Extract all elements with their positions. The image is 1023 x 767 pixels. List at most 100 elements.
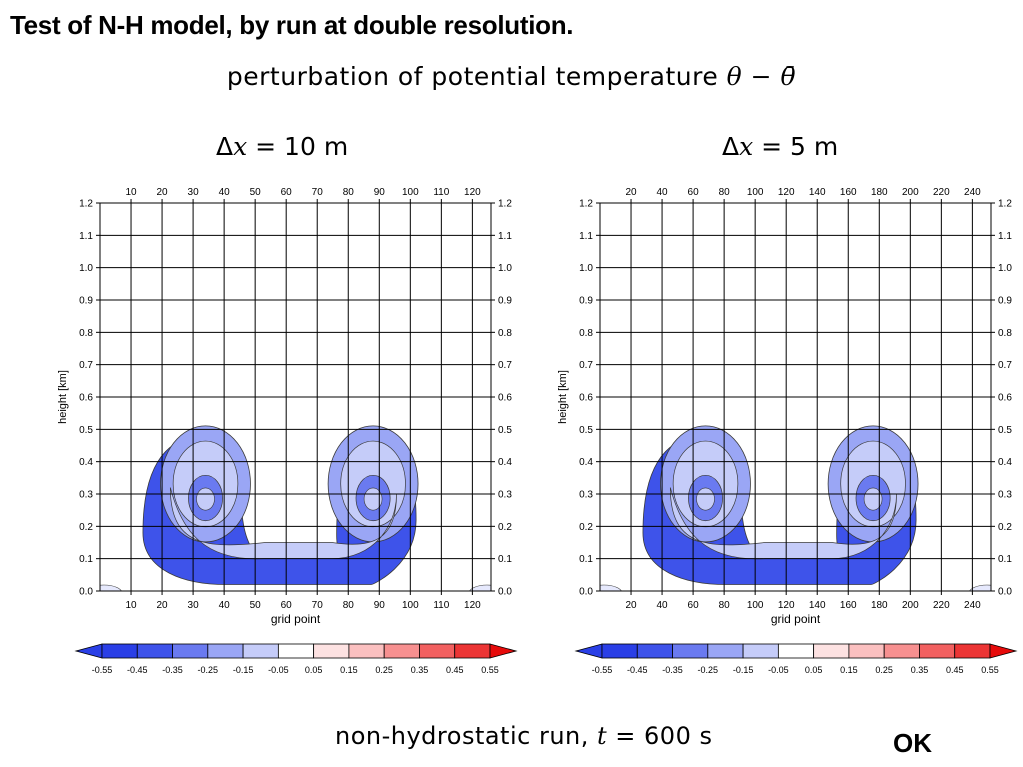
right-x-tick-label-bottom: 180 bbox=[871, 600, 888, 611]
left-y-tick-label-right: 1.2 bbox=[498, 199, 512, 210]
right-x-tick-label-bottom: 120 bbox=[778, 600, 795, 611]
left-x-tick-label-bottom: 10 bbox=[125, 600, 137, 611]
left-colorbar: -0.55 -0.45 -0.35 -0.25 -0.15 -0.05 0.05 0.15 0.… bbox=[74, 643, 518, 675]
left-colorbar-label: 0.55 bbox=[481, 665, 499, 675]
left-x-tick-label-top: 100 bbox=[402, 187, 419, 198]
left-y-tick-label-left: 0.0 bbox=[79, 587, 93, 598]
figure-title-math: θ − θ̄ bbox=[726, 62, 797, 91]
footer-rest: = 600 s bbox=[607, 722, 713, 750]
right-colorbar-box bbox=[636, 643, 673, 659]
right-y-tick-label-right: 0.0 bbox=[998, 587, 1012, 598]
right-y-tick-label-left: 0.4 bbox=[579, 457, 593, 468]
right-x-tick-label-top: 120 bbox=[778, 187, 795, 198]
left-x-tick-label-top: 90 bbox=[374, 187, 386, 198]
left-plot-title-rest: = 10 m bbox=[247, 132, 349, 161]
left-x-tick-label-bottom: 100 bbox=[402, 600, 419, 611]
figure-title: perturbation of potential temperature θ … bbox=[0, 62, 1023, 91]
left-y-tick-label-left: 0.7 bbox=[79, 360, 93, 371]
right-y-tick-label-right: 0.6 bbox=[998, 393, 1012, 404]
left-colorbar-box bbox=[454, 643, 491, 659]
left-y-tick-label-left: 0.2 bbox=[79, 522, 93, 533]
left-y-tick-label-right: 0.7 bbox=[498, 360, 512, 371]
verdict-label: OK bbox=[893, 728, 932, 758]
right-x-tick-label-top: 40 bbox=[657, 187, 669, 198]
left-y-tick-label-right: 0.0 bbox=[498, 587, 512, 598]
left-x-tick-label-top: 70 bbox=[312, 187, 324, 198]
left-x-tick-label-bottom: 120 bbox=[464, 600, 481, 611]
right-colorbar-label: 0.35 bbox=[911, 665, 929, 675]
right-y-tick-label-right: 1.2 bbox=[998, 199, 1012, 210]
right-colorbar-label: 0.25 bbox=[875, 665, 893, 675]
right-x-tick-label-bottom: 80 bbox=[719, 600, 731, 611]
left-x-tick-label-bottom: 70 bbox=[312, 600, 324, 611]
right-colorbar: -0.55 -0.45 -0.35 -0.25 -0.15 -0.05 0.05 0.15 0.… bbox=[574, 643, 1018, 675]
left-colorbar-label: 0.05 bbox=[305, 665, 323, 675]
right-y-tick-label-left: 0.7 bbox=[579, 360, 593, 371]
right-y-tick-label-right: 0.7 bbox=[998, 360, 1012, 371]
left-colorbar-label: 0.35 bbox=[411, 665, 429, 675]
left-colorbar-label: -0.45 bbox=[127, 665, 148, 675]
left-colorbar-label: 0.25 bbox=[375, 665, 393, 675]
right-colorbar-box bbox=[848, 643, 885, 659]
left-x-tick-label-top: 40 bbox=[219, 187, 231, 198]
left-x-tick-label-top: 110 bbox=[433, 187, 449, 198]
left-colorbar-label: -0.25 bbox=[198, 665, 219, 675]
right-y-tick-label-left: 0.5 bbox=[579, 425, 593, 436]
left-y-tick-label-left: 1.2 bbox=[79, 199, 93, 210]
left-plot-title: Δx = 10 m bbox=[216, 132, 348, 161]
right-corner-contour-left bbox=[600, 584, 622, 591]
right-y-tick-label-left: 1.0 bbox=[579, 263, 593, 274]
right-colorbar-label: 0.05 bbox=[805, 665, 823, 675]
right-y-tick-label-right: 0.8 bbox=[998, 328, 1012, 339]
left-plot-title-var: x bbox=[233, 132, 248, 161]
left-colorbar-box bbox=[101, 643, 138, 659]
right-colorbar-arrow-min bbox=[574, 643, 603, 659]
left-x-tick-label-bottom: 40 bbox=[219, 600, 231, 611]
right-x-tick-label-bottom: 140 bbox=[809, 600, 826, 611]
left-colorbar-box bbox=[136, 643, 173, 659]
left-colorbar-box bbox=[348, 643, 385, 659]
left-y-axis-label: height [km] bbox=[57, 370, 69, 424]
right-colorbar-label: 0.45 bbox=[946, 665, 964, 675]
left-x-tick-label-bottom: 90 bbox=[374, 600, 386, 611]
left-colorbar-box bbox=[277, 643, 315, 659]
right-colorbar-label: -0.25 bbox=[698, 665, 719, 675]
left-y-tick-label-right: 0.1 bbox=[498, 554, 512, 565]
left-y-tick-label-left: 1.0 bbox=[79, 263, 93, 274]
right-colorbar-label: -0.55 bbox=[592, 665, 613, 675]
right-x-tick-label-top: 20 bbox=[625, 187, 637, 198]
right-x-tick-label-bottom: 240 bbox=[964, 600, 981, 611]
left-x-tick-label-bottom: 20 bbox=[157, 600, 169, 611]
left-y-tick-label-left: 0.3 bbox=[79, 490, 93, 501]
right-x-tick-label-bottom: 200 bbox=[902, 600, 919, 611]
right-x-tick-label-bottom: 60 bbox=[688, 600, 700, 611]
right-x-tick-label-bottom: 220 bbox=[933, 600, 950, 611]
right-y-tick-label-left: 0.1 bbox=[579, 554, 593, 565]
footer-text: non-hydrostatic run, bbox=[335, 722, 598, 750]
left-x-tick-label-bottom: 60 bbox=[281, 600, 293, 611]
right-x-tick-label-top: 100 bbox=[747, 187, 764, 198]
right-y-tick-label-right: 0.3 bbox=[998, 490, 1012, 501]
left-y-tick-label-left: 0.8 bbox=[79, 328, 93, 339]
right-x-tick-label-top: 160 bbox=[840, 187, 857, 198]
left-x-tick-label-bottom: 30 bbox=[188, 600, 200, 611]
right-contour-plot: 20 20 40 40 60 60 80 80 100 100 120 120 140 140 160 160… bbox=[557, 187, 1018, 675]
right-corner-contour-right bbox=[969, 584, 991, 591]
left-y-tick-label-right: 0.9 bbox=[498, 296, 512, 307]
left-x-tick-label-top: 120 bbox=[464, 187, 481, 198]
left-colorbar-label: -0.55 bbox=[92, 665, 113, 675]
right-y-tick-label-left: 1.2 bbox=[579, 199, 593, 210]
left-x-tick-label-top: 80 bbox=[343, 187, 355, 198]
left-colorbar-label: -0.35 bbox=[162, 665, 183, 675]
left-x-tick-label-top: 60 bbox=[281, 187, 293, 198]
right-x-tick-label-bottom: 40 bbox=[657, 600, 669, 611]
left-y-tick-label-left: 0.9 bbox=[79, 296, 93, 307]
right-colorbar-box bbox=[883, 643, 920, 659]
footer-caption: non-hydrostatic run, t = 600 s bbox=[335, 722, 712, 750]
right-y-tick-label-right: 0.4 bbox=[998, 457, 1012, 468]
left-corner-contour-left bbox=[100, 584, 122, 591]
left-colorbar-box bbox=[419, 643, 456, 659]
left-colorbar-box bbox=[172, 643, 209, 659]
left-y-tick-label-right: 0.2 bbox=[498, 522, 512, 533]
left-x-tick-label-bottom: 50 bbox=[250, 600, 262, 611]
